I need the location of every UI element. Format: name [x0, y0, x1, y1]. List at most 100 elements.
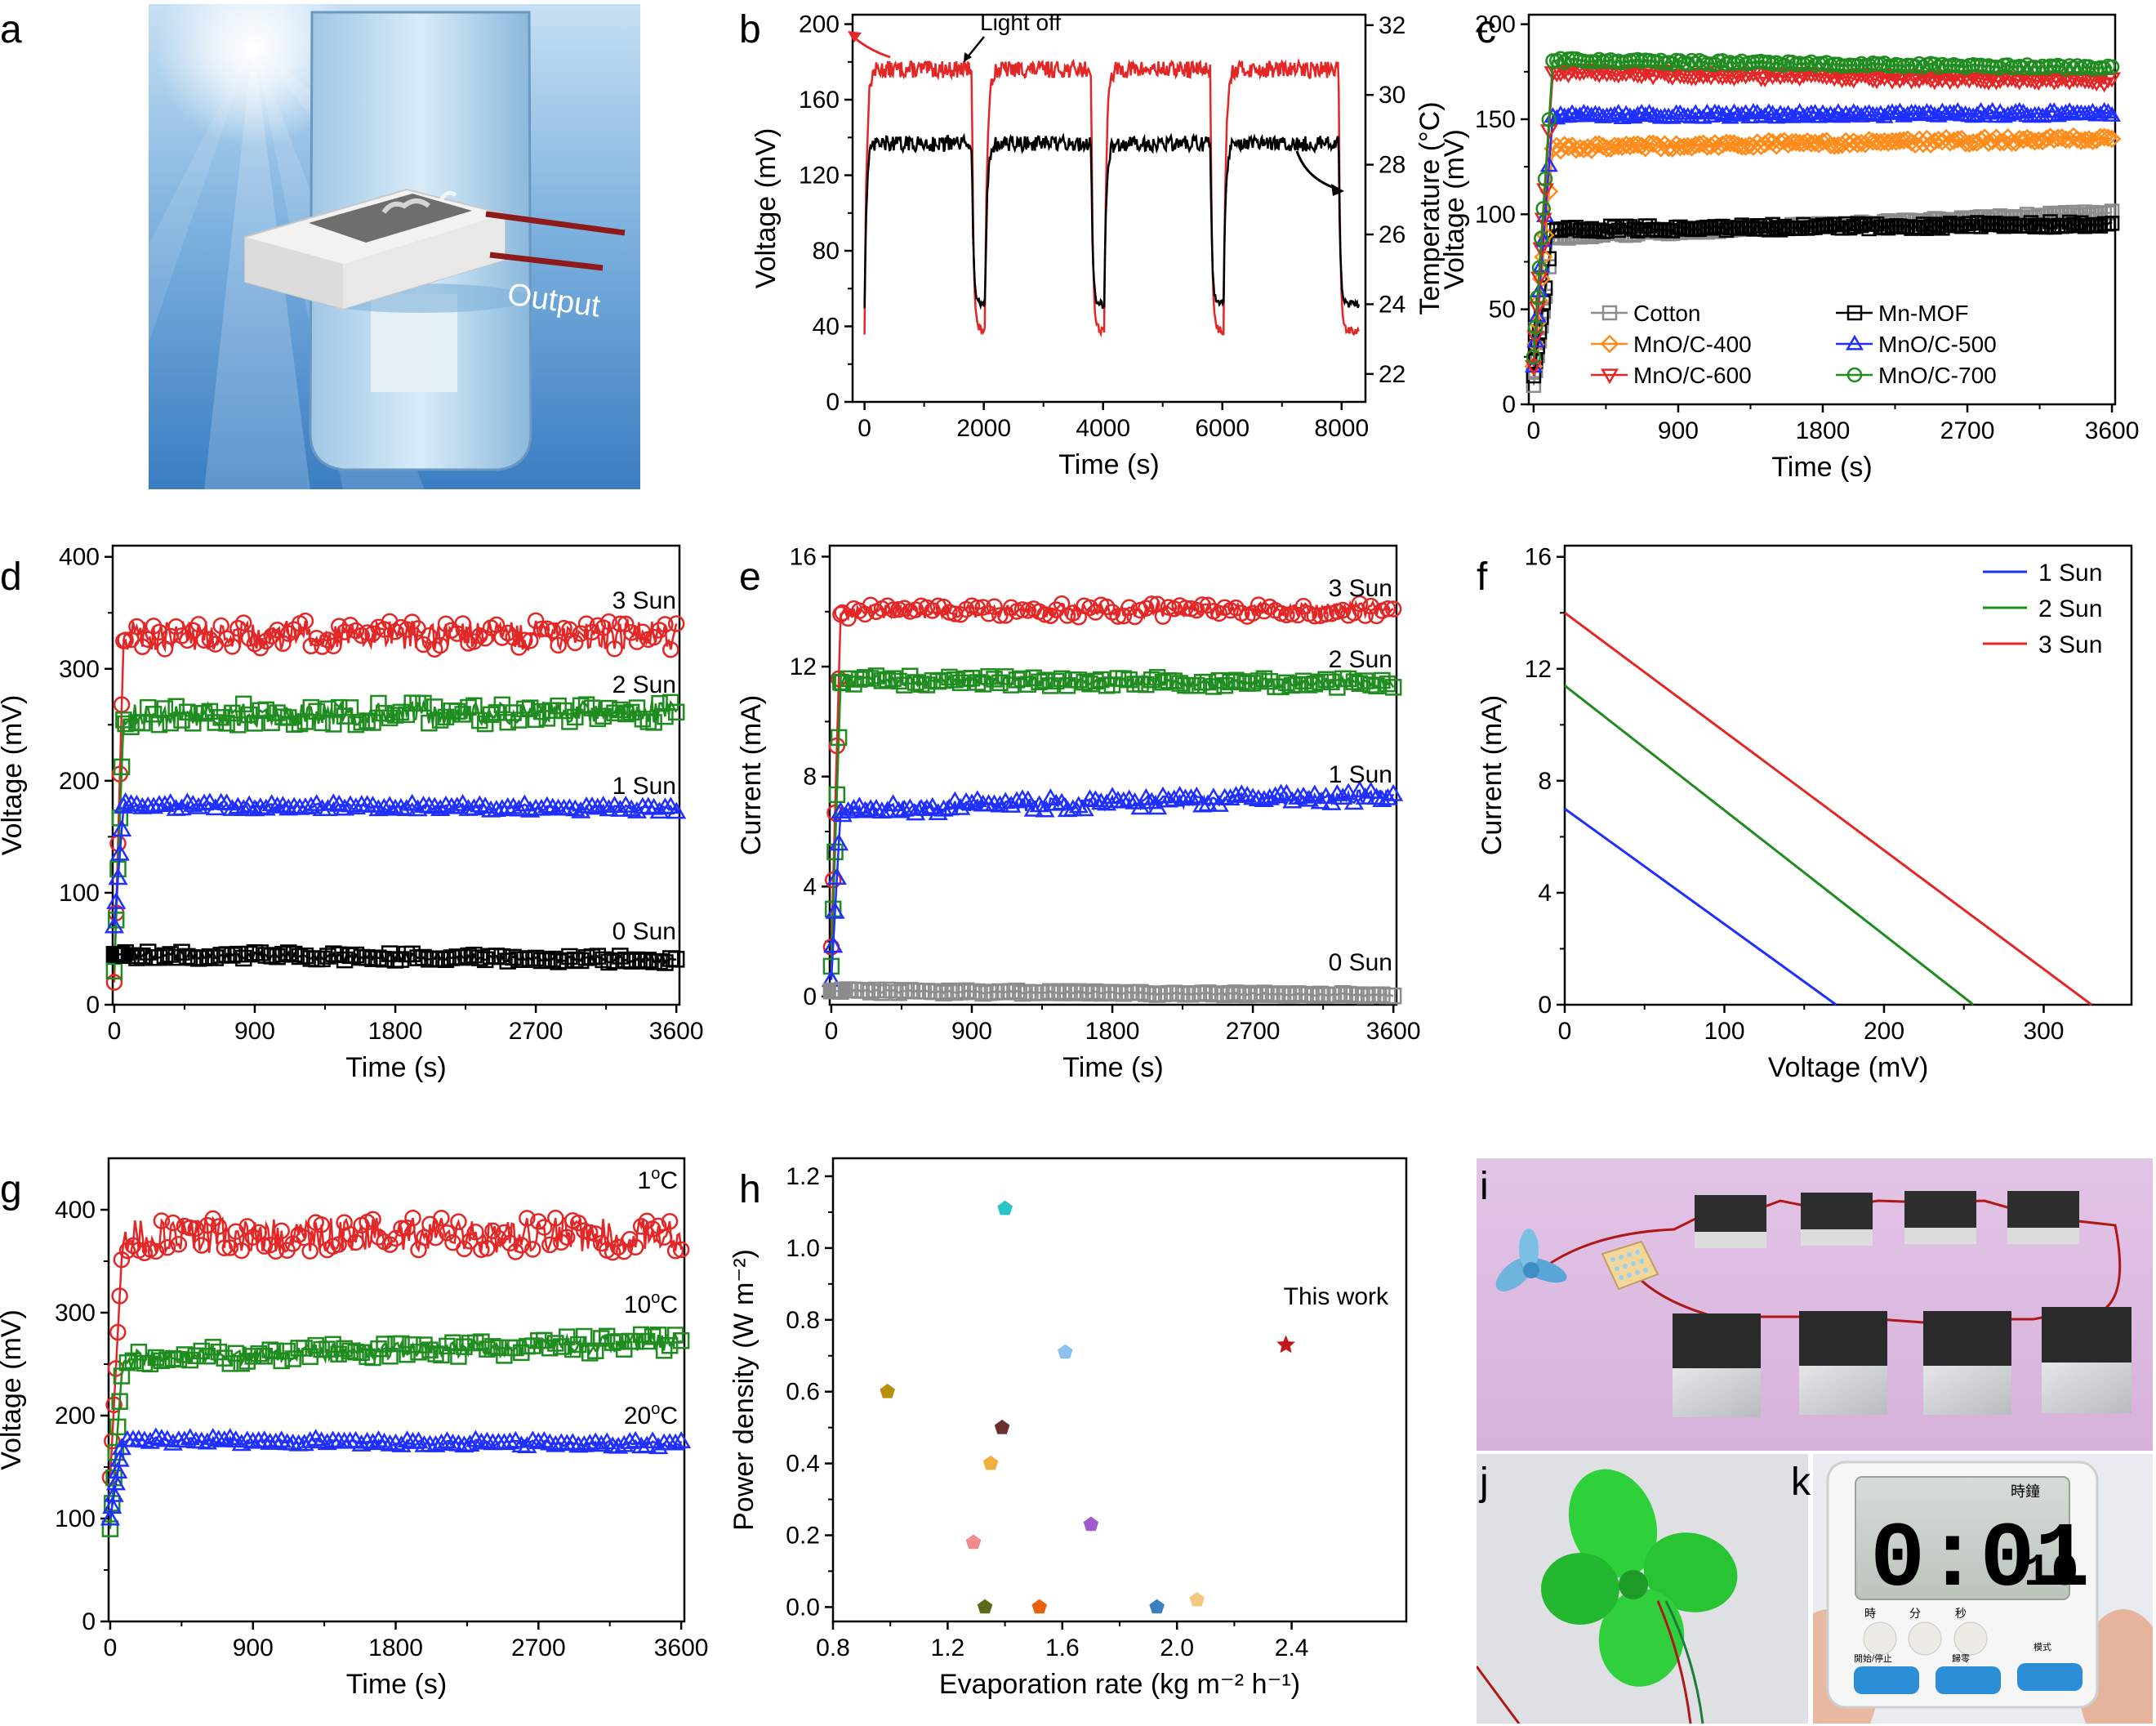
data-point [612, 701, 629, 719]
data-point [308, 629, 325, 647]
data-point [572, 952, 590, 970]
data-point [516, 631, 533, 649]
data-point [637, 1435, 657, 1453]
x-tick-label: 0 [825, 1018, 839, 1045]
data-point [1846, 219, 1862, 234]
y-tick-label: 300 [59, 656, 100, 683]
data-point [493, 948, 511, 966]
data-point [1732, 136, 1752, 156]
data-point [2019, 217, 2035, 234]
data-point [392, 951, 410, 968]
wiring [1535, 1199, 2122, 1325]
data-point [357, 1431, 377, 1449]
data-point [1906, 103, 1925, 119]
evaporator-surface [309, 194, 472, 243]
data-point [467, 1223, 484, 1241]
data-point [336, 707, 354, 725]
wire-upper [485, 211, 626, 236]
data-point [456, 1338, 473, 1355]
data-point [1132, 983, 1149, 1001]
data-point [521, 631, 539, 649]
data-point [1222, 673, 1239, 691]
data-point [1718, 222, 1735, 239]
data-point [553, 1338, 570, 1355]
data-point [284, 1350, 301, 1367]
data-point [2010, 129, 2029, 149]
data-point [150, 949, 168, 966]
data-point [437, 951, 455, 969]
data-point [2058, 218, 2074, 234]
data-point [1925, 74, 1944, 91]
data-point [622, 952, 640, 970]
data-point [834, 604, 851, 622]
y-tick-label: 80 [813, 238, 840, 265]
data-point [1738, 220, 1753, 236]
data-point [1630, 223, 1646, 239]
data-point [589, 710, 607, 728]
data-point [519, 1210, 536, 1227]
data-point [896, 676, 913, 694]
data-point [448, 1434, 469, 1452]
data-point [499, 713, 516, 731]
data-point [256, 1348, 273, 1365]
data-point [1949, 74, 1967, 90]
data-point [1745, 221, 1762, 237]
legend-marker [1846, 305, 1863, 321]
data-point [1298, 789, 1320, 807]
data-point [447, 796, 467, 814]
data-point [634, 952, 652, 970]
data-point [492, 799, 512, 816]
data-point [1841, 71, 1859, 87]
data-point [532, 620, 550, 638]
y-axis-label: Voltage (mV) [1439, 129, 1470, 290]
data-point [1115, 985, 1133, 1002]
series-line [113, 799, 678, 927]
data-point [1922, 73, 1940, 89]
data-point [528, 1432, 549, 1450]
data-point [1244, 675, 1262, 692]
data-point [1002, 676, 1020, 694]
data-point [250, 1345, 267, 1363]
wire-green [1664, 1600, 1704, 1724]
data-point [2038, 219, 2055, 235]
data-point [1120, 671, 1138, 689]
data-point [319, 631, 336, 649]
data-point [657, 954, 674, 971]
data-point [2025, 132, 2045, 151]
data-point [244, 1348, 261, 1365]
data-point [661, 1212, 679, 1230]
data-point [1120, 599, 1138, 616]
data-point [1210, 671, 1228, 689]
series-mno-c-400 [1524, 127, 2122, 376]
series-line [113, 699, 678, 971]
data-point [645, 714, 662, 731]
legend-item: MnO/C-700 [1836, 363, 1997, 388]
x-tick-label: 0.8 [816, 1635, 850, 1661]
data-point [233, 1242, 251, 1260]
data-point [1973, 219, 1989, 234]
data-point [1276, 783, 1297, 801]
data-point [1062, 799, 1083, 817]
data-point [1868, 106, 1886, 123]
data-point [393, 1220, 410, 1237]
data-point [464, 798, 484, 816]
data-point [867, 667, 885, 685]
data-point [1148, 669, 1166, 686]
data-point [1374, 986, 1391, 1004]
data-point [1289, 676, 1307, 694]
data-point [257, 632, 274, 650]
data-point [2103, 105, 2122, 122]
data-point [1994, 132, 2014, 152]
data-point [1379, 675, 1396, 693]
data-point [391, 1435, 412, 1452]
data-point [134, 1430, 154, 1448]
data-point [201, 948, 219, 966]
data-point [476, 951, 494, 969]
data-point [862, 670, 880, 687]
y-axis-label: Power density (W m⁻²) [728, 1249, 760, 1531]
legend-label: MnO/C-700 [1878, 363, 1997, 388]
data-point [130, 1343, 148, 1361]
data-point [151, 1429, 172, 1447]
data-point [1526, 349, 1542, 365]
data-point [1796, 216, 1811, 232]
